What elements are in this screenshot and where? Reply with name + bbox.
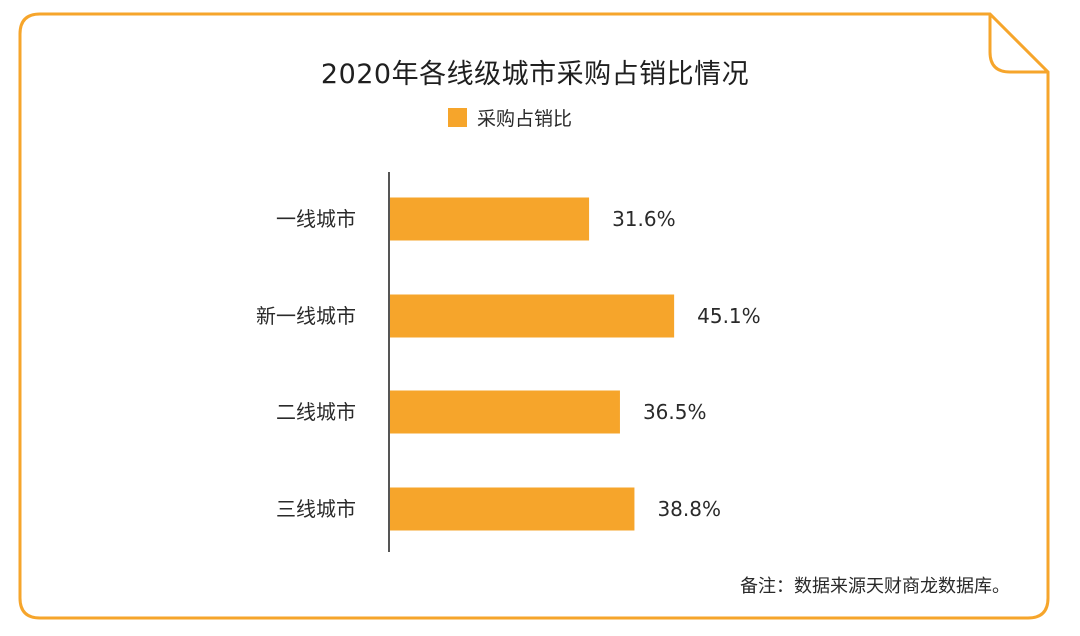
value-label: 36.5% (643, 400, 707, 424)
category-label: 二线城市 (276, 400, 356, 424)
bar (390, 197, 590, 241)
source-note: 备注：数据来源天财商龙数据库。 (740, 576, 1010, 597)
legend-swatch (448, 108, 467, 127)
legend-label: 采购占销比 (477, 108, 573, 130)
value-label: 45.1% (697, 304, 761, 328)
category-label: 新一线城市 (256, 304, 356, 328)
category-label: 三线城市 (276, 497, 356, 521)
bar (390, 294, 675, 338)
folded-corner (988, 14, 1048, 74)
value-label: 38.8% (657, 497, 721, 521)
bar (390, 390, 620, 434)
value-label: 31.6% (612, 207, 676, 231)
chart-title: 2020年各线级城市采购占销比情况 (320, 59, 750, 90)
category-label: 一线城市 (276, 207, 356, 231)
bar (390, 487, 635, 531)
legend: 采购占销比 (448, 104, 572, 131)
